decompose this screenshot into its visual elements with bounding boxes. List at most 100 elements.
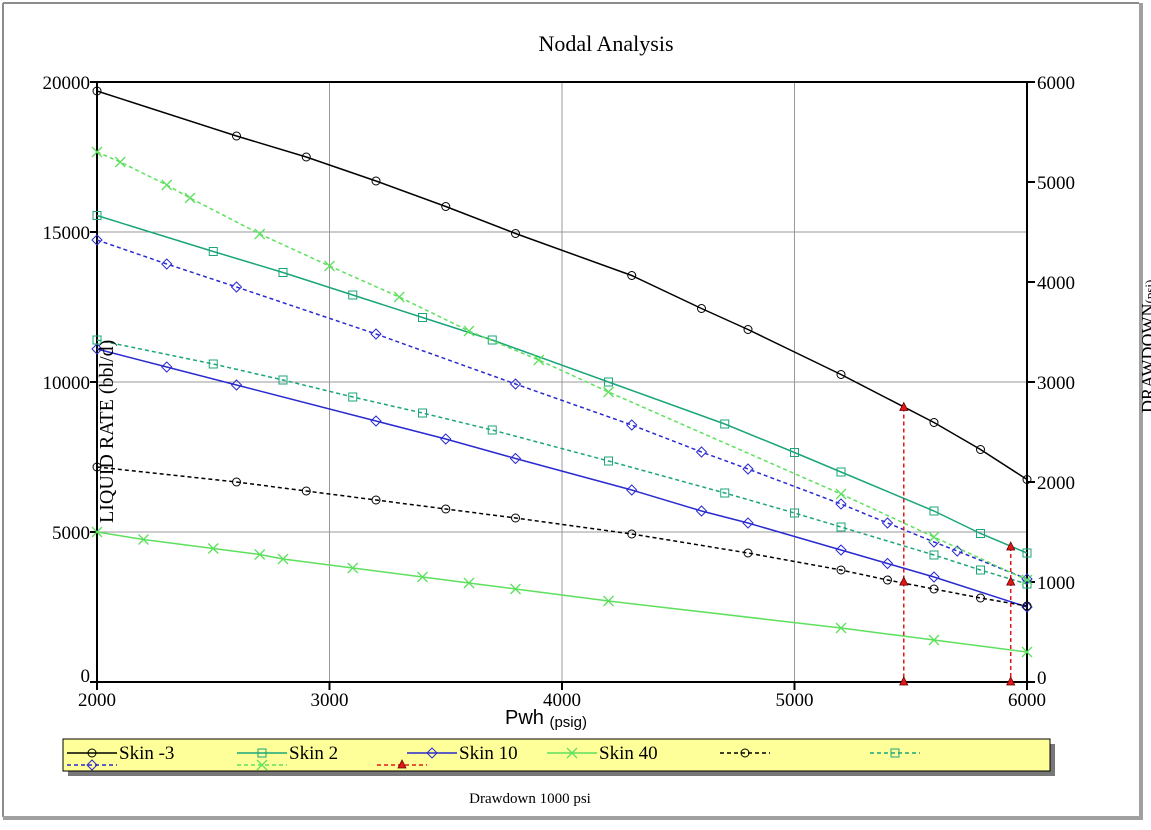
y2-tick-label: 2000 [1037, 473, 1075, 494]
series-line [96, 239, 1028, 580]
legend-items: Skin -3 Skin 2 Skin 10 Skin 40 [67, 743, 920, 771]
y-tick-label: 20000 [43, 73, 91, 94]
data-point [951, 545, 963, 557]
y-axis-right: 0 1000 2000 3000 4000 5000 6000 [1027, 73, 1075, 689]
x-tick-label: 6000 [1008, 690, 1046, 711]
data-point [1022, 475, 1032, 484]
data-point [881, 557, 894, 570]
series-layer [91, 86, 1033, 686]
y2-tick-label: 0 [1037, 668, 1047, 689]
data-point [161, 179, 173, 191]
data-point [371, 176, 381, 186]
series-line [96, 466, 1028, 607]
data-point [371, 495, 381, 505]
data-point [487, 425, 497, 435]
data-point [835, 544, 847, 556]
x-tick-label: 3000 [311, 690, 349, 711]
data-point [92, 211, 102, 220]
legend-label: Skin -3 [119, 743, 174, 764]
data-point [1021, 646, 1033, 658]
data-point [208, 359, 218, 369]
y-axis-label: LIQUID RATE (bbl/d) [96, 340, 118, 523]
data-point [976, 445, 985, 454]
legend-label: Skin 40 [599, 743, 658, 764]
data-point [418, 313, 427, 322]
data-point [441, 504, 451, 514]
data-point [899, 401, 909, 411]
data-point [720, 488, 730, 498]
data-point [790, 448, 799, 457]
data-point [881, 517, 894, 529]
data-point [254, 228, 266, 240]
y2-tick-label: 1000 [1037, 573, 1075, 594]
data-point [230, 379, 243, 391]
data-point [511, 513, 520, 523]
data-point [463, 325, 475, 337]
series-8 [899, 401, 1016, 686]
data-point [232, 477, 241, 487]
footnote: Drawdown 1000 psi [469, 791, 591, 807]
legend [62, 738, 1051, 772]
data-point [91, 234, 103, 246]
series-line [96, 214, 1028, 554]
series-2 [91, 343, 1033, 613]
data-point [604, 456, 613, 466]
series-1 [92, 211, 1032, 558]
data-point [277, 553, 289, 565]
data-point [440, 433, 452, 445]
data-point [1021, 601, 1033, 613]
data-point [928, 634, 940, 646]
data-point [487, 335, 497, 345]
data-point [720, 419, 730, 429]
y2-tick-label: 5000 [1037, 173, 1075, 194]
data-point [976, 565, 985, 575]
data-point [393, 291, 405, 303]
x-axis: 2000 3000 4000 5000 6000 [78, 682, 1046, 711]
data-point [695, 446, 708, 458]
chart-title: Nodal Analysis [538, 31, 673, 56]
data-point [533, 354, 545, 366]
data-point [976, 529, 985, 538]
series-line [96, 339, 1028, 585]
data-point [138, 534, 149, 545]
data-point [91, 146, 103, 158]
data-point [835, 498, 847, 510]
x-tick-label: 4000 [543, 690, 581, 711]
data-point [604, 377, 613, 387]
data-point [161, 361, 173, 373]
data-point [324, 260, 335, 272]
data-point [1006, 676, 1016, 686]
data-point [441, 202, 451, 211]
data-point [603, 386, 614, 398]
data-point [790, 508, 799, 518]
data-point [208, 247, 218, 256]
data-point [929, 506, 939, 516]
data-point [254, 549, 266, 560]
data-point [836, 522, 846, 532]
data-point [740, 748, 750, 758]
data-point [883, 575, 892, 585]
data-point [418, 408, 427, 418]
data-point [256, 759, 268, 771]
series-0 [92, 86, 1032, 484]
x-axis-label: Pwh (psig) [505, 707, 587, 731]
data-point [890, 748, 900, 758]
data-point [742, 463, 754, 475]
data-point [743, 325, 753, 334]
data-point [1006, 576, 1016, 586]
data-point [348, 290, 358, 300]
y2-tick-label: 6000 [1037, 73, 1075, 94]
series-line [96, 348, 1028, 608]
data-point [1006, 541, 1016, 551]
data-point [929, 418, 939, 427]
series-line [96, 90, 1028, 481]
data-point [87, 748, 97, 758]
data-point [929, 584, 939, 594]
legend-label: Skin 10 [459, 743, 518, 764]
data-point [91, 526, 103, 538]
data-point [92, 335, 102, 345]
y-axis-left: 0 5000 10000 15000 20000 [43, 73, 97, 687]
